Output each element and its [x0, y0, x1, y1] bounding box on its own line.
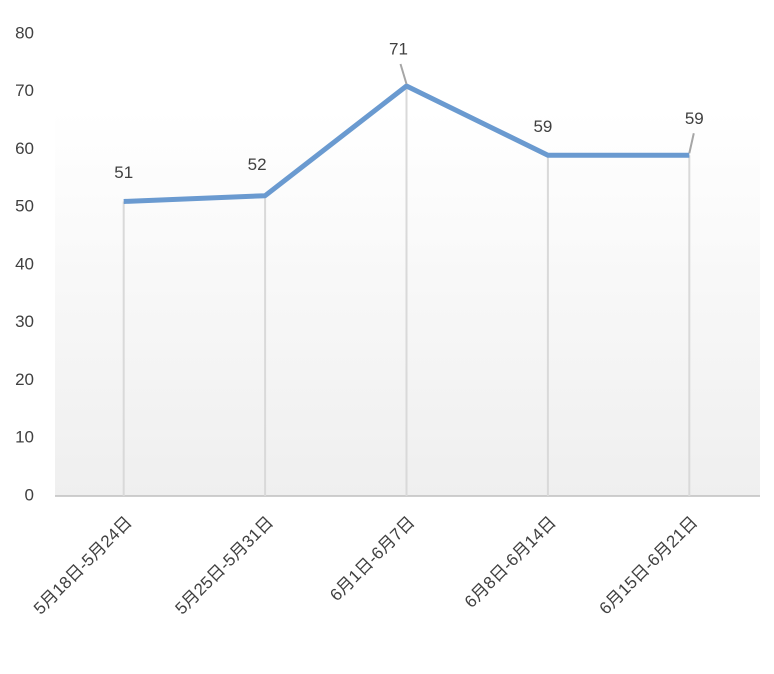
y-tick-label: 60 — [15, 139, 34, 158]
y-tick-label: 30 — [15, 312, 34, 331]
y-tick-label: 0 — [25, 485, 34, 504]
y-tick-label: 40 — [15, 254, 34, 273]
data-label: 52 — [248, 155, 267, 174]
x-tick-label: 6月8日-6月14日 — [461, 513, 560, 612]
leader-line — [399, 63, 408, 85]
x-tick-label: 6月1日-6月7日 — [326, 513, 418, 605]
x-tick-label: 6月15日-6月21日 — [596, 513, 702, 619]
y-tick-label: 50 — [15, 197, 34, 216]
line — [123, 83, 690, 204]
x-tick-label: 5月25日-5月31日 — [171, 513, 277, 619]
y-tick-label: 80 — [15, 23, 34, 42]
data-label: 59 — [685, 109, 704, 128]
y-tick-label: 10 — [15, 428, 34, 447]
y-tick-label: 20 — [15, 370, 34, 389]
leader-line — [688, 133, 695, 154]
data-label: 71 — [389, 39, 408, 58]
data-label: 51 — [114, 163, 133, 182]
data-label: 59 — [533, 117, 552, 136]
x-tick-label: 5月18日-5月24日 — [30, 513, 136, 619]
y-tick-label: 70 — [15, 81, 34, 100]
